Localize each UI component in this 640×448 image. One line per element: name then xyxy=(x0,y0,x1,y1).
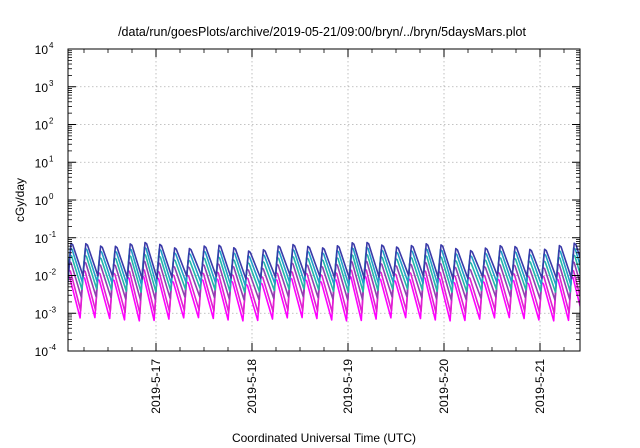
y-tick-exponent: -1 xyxy=(49,230,57,239)
y-tick-exponent: 4 xyxy=(49,41,54,50)
y-tick-exponent: 0 xyxy=(49,192,54,201)
grid xyxy=(68,49,580,351)
x-axis: 2019-5-17 2019-5-18 2019-5-19 2019-5-20 2019… xyxy=(83,49,565,414)
y-tick-label: 10 xyxy=(35,43,49,57)
x-tick-label: 2019-5-17 xyxy=(149,359,163,414)
series-group xyxy=(68,241,580,322)
y-tick-exponent: -3 xyxy=(49,305,57,314)
y-tick-label: 10 xyxy=(35,270,49,284)
y-tick-exponent: 2 xyxy=(49,117,54,126)
y-tick-exponent: 1 xyxy=(49,154,54,163)
y-tick-label: 10 xyxy=(35,119,49,133)
y-tick-exponent: -2 xyxy=(49,268,57,277)
chart-title: /data/run/goesPlots/archive/2019-05-21/0… xyxy=(118,25,526,39)
y-tick-label: 10 xyxy=(35,345,49,359)
y-tick-label: 10 xyxy=(35,194,49,208)
y-tick-exponent: -4 xyxy=(49,343,57,352)
x-tick-label: 2019-5-19 xyxy=(341,359,355,414)
y-tick-label: 10 xyxy=(35,307,49,321)
x-axis-label: Coordinated Universal Time (UTC) xyxy=(232,431,416,445)
x-tick-label: 2019-5-21 xyxy=(533,359,547,414)
y-axis-label: cGy/day xyxy=(13,178,27,222)
plot-area xyxy=(68,241,580,322)
y-tick-label: 10 xyxy=(35,156,49,170)
x-tick-label: 2019-5-20 xyxy=(437,359,451,414)
series-line xyxy=(68,241,580,280)
y-tick-label: 10 xyxy=(35,232,49,246)
x-tick-label: 2019-5-18 xyxy=(245,359,259,414)
y-tick-label: 10 xyxy=(35,81,49,95)
y-tick-exponent: 3 xyxy=(49,79,54,88)
